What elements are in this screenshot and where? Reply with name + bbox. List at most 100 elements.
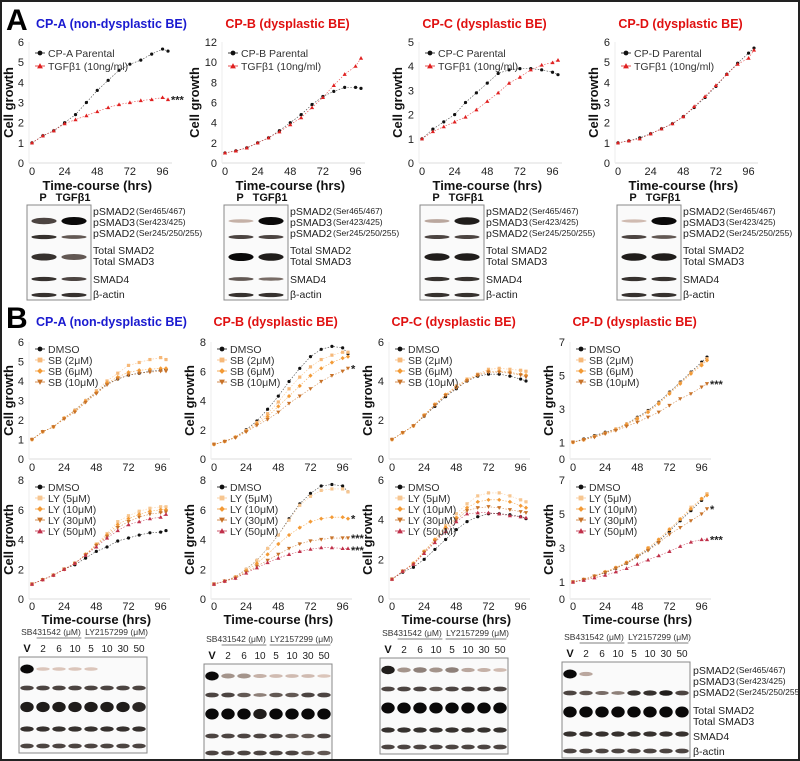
data-point bbox=[298, 375, 302, 379]
x-tick-label: 0 bbox=[211, 601, 217, 613]
blot-band bbox=[84, 726, 98, 732]
blot-band bbox=[36, 726, 50, 732]
data-point bbox=[656, 537, 661, 542]
blot-band bbox=[461, 686, 475, 692]
x-tick-label: 0 bbox=[29, 601, 35, 613]
lane-label: 30 bbox=[117, 644, 129, 655]
legend-label: SB (6μM) bbox=[48, 366, 93, 378]
data-point bbox=[581, 578, 586, 582]
x-axis-label: Time-course (hrs) bbox=[583, 612, 693, 627]
blot-band bbox=[493, 744, 507, 750]
blot-band bbox=[621, 276, 647, 282]
data-point bbox=[485, 99, 490, 103]
data-point bbox=[645, 557, 651, 562]
data-point bbox=[40, 577, 45, 582]
data-point bbox=[233, 148, 238, 153]
data-point bbox=[340, 355, 345, 361]
data-point bbox=[255, 558, 259, 562]
blot-band bbox=[301, 750, 315, 756]
legend-marker bbox=[37, 368, 43, 374]
legend-label: SB (6μM) bbox=[230, 366, 275, 378]
x-tick-label: 96 bbox=[515, 601, 527, 613]
series-3: LY (30μM) bbox=[29, 510, 169, 587]
data-point bbox=[422, 551, 427, 555]
chart-title: CP-C (dysplastic BE) bbox=[391, 315, 515, 329]
data-point bbox=[286, 394, 292, 399]
data-point bbox=[704, 382, 710, 386]
blot-band bbox=[68, 743, 82, 749]
blot-label: Total SMAD2 bbox=[93, 245, 154, 257]
data-point bbox=[486, 370, 491, 375]
blot-band bbox=[563, 731, 577, 737]
data-point bbox=[518, 514, 523, 519]
chart-title: CP-D (dysplastic BE) bbox=[572, 315, 696, 329]
x-tick-label: 96 bbox=[155, 601, 167, 613]
data-point bbox=[104, 383, 110, 387]
x-tick-label: 24 bbox=[58, 462, 70, 474]
data-point bbox=[746, 51, 751, 55]
data-point bbox=[475, 506, 480, 510]
blot-band bbox=[61, 254, 87, 260]
series-2: SB (6μM) bbox=[570, 358, 710, 445]
legend-marker bbox=[37, 379, 43, 385]
blot-band bbox=[253, 673, 267, 679]
y-tick-label: 6 bbox=[18, 37, 24, 49]
data-point bbox=[158, 515, 163, 519]
blot-band bbox=[237, 692, 251, 698]
significance-label: *** bbox=[710, 535, 724, 547]
data-point bbox=[164, 528, 168, 533]
data-point bbox=[299, 115, 304, 120]
blot-site-label: (Ser465/467) bbox=[333, 206, 383, 216]
blot-band bbox=[61, 276, 87, 282]
blot-band bbox=[228, 292, 254, 298]
y-tick-label: 3 bbox=[559, 404, 565, 416]
y-tick-label: 3 bbox=[559, 543, 565, 555]
data-point bbox=[411, 565, 416, 569]
y-tick-label: 5 bbox=[559, 509, 565, 521]
data-point bbox=[476, 494, 480, 498]
data-point bbox=[475, 373, 480, 378]
y-tick-label: 5 bbox=[18, 57, 24, 69]
blot-band bbox=[675, 748, 689, 754]
data-point bbox=[419, 136, 425, 141]
data-point bbox=[345, 536, 351, 541]
blot-band bbox=[429, 744, 443, 750]
blot-band bbox=[675, 706, 689, 718]
data-point bbox=[308, 365, 313, 369]
legend-label: LY (5μM) bbox=[230, 493, 272, 505]
x-tick-label: 96 bbox=[546, 166, 558, 178]
blot-band bbox=[237, 673, 251, 679]
treatment-group-label: LY2157299 (μM) bbox=[628, 632, 691, 642]
data-point bbox=[497, 491, 501, 495]
blot-label: Total SMAD3 bbox=[93, 256, 154, 268]
blot-site-label: (Ser423/425) bbox=[736, 676, 786, 686]
data-point bbox=[126, 522, 131, 527]
blot-band bbox=[221, 673, 235, 679]
y-tick-label: 4 bbox=[18, 376, 24, 388]
blot-band bbox=[659, 706, 673, 718]
y-tick-label: 0 bbox=[18, 158, 24, 170]
data-point bbox=[486, 491, 491, 495]
blot-band bbox=[52, 667, 66, 671]
legend-label: SB (10μM) bbox=[230, 377, 280, 389]
lane-label: TGFβ1 bbox=[449, 192, 484, 204]
blot-band bbox=[258, 292, 284, 298]
lane-label: 50 bbox=[318, 651, 330, 662]
blot-band bbox=[461, 702, 475, 714]
blot-label: Total SMAD3 bbox=[693, 716, 754, 728]
data-point bbox=[147, 512, 153, 517]
legend-marker bbox=[219, 368, 225, 374]
data-point bbox=[94, 549, 98, 554]
y-axis-label: Cell growth bbox=[2, 365, 16, 436]
data-point bbox=[331, 83, 336, 87]
series-1: TGFβ1 (10ng/ml) bbox=[419, 58, 561, 141]
data-point bbox=[635, 562, 640, 566]
data-point bbox=[319, 537, 324, 542]
data-point bbox=[411, 424, 416, 428]
blot-band bbox=[651, 253, 677, 261]
x-tick-label: 0 bbox=[389, 462, 395, 474]
data-point bbox=[164, 357, 168, 362]
y-tick-label: 6 bbox=[604, 37, 610, 49]
data-point bbox=[233, 436, 238, 440]
